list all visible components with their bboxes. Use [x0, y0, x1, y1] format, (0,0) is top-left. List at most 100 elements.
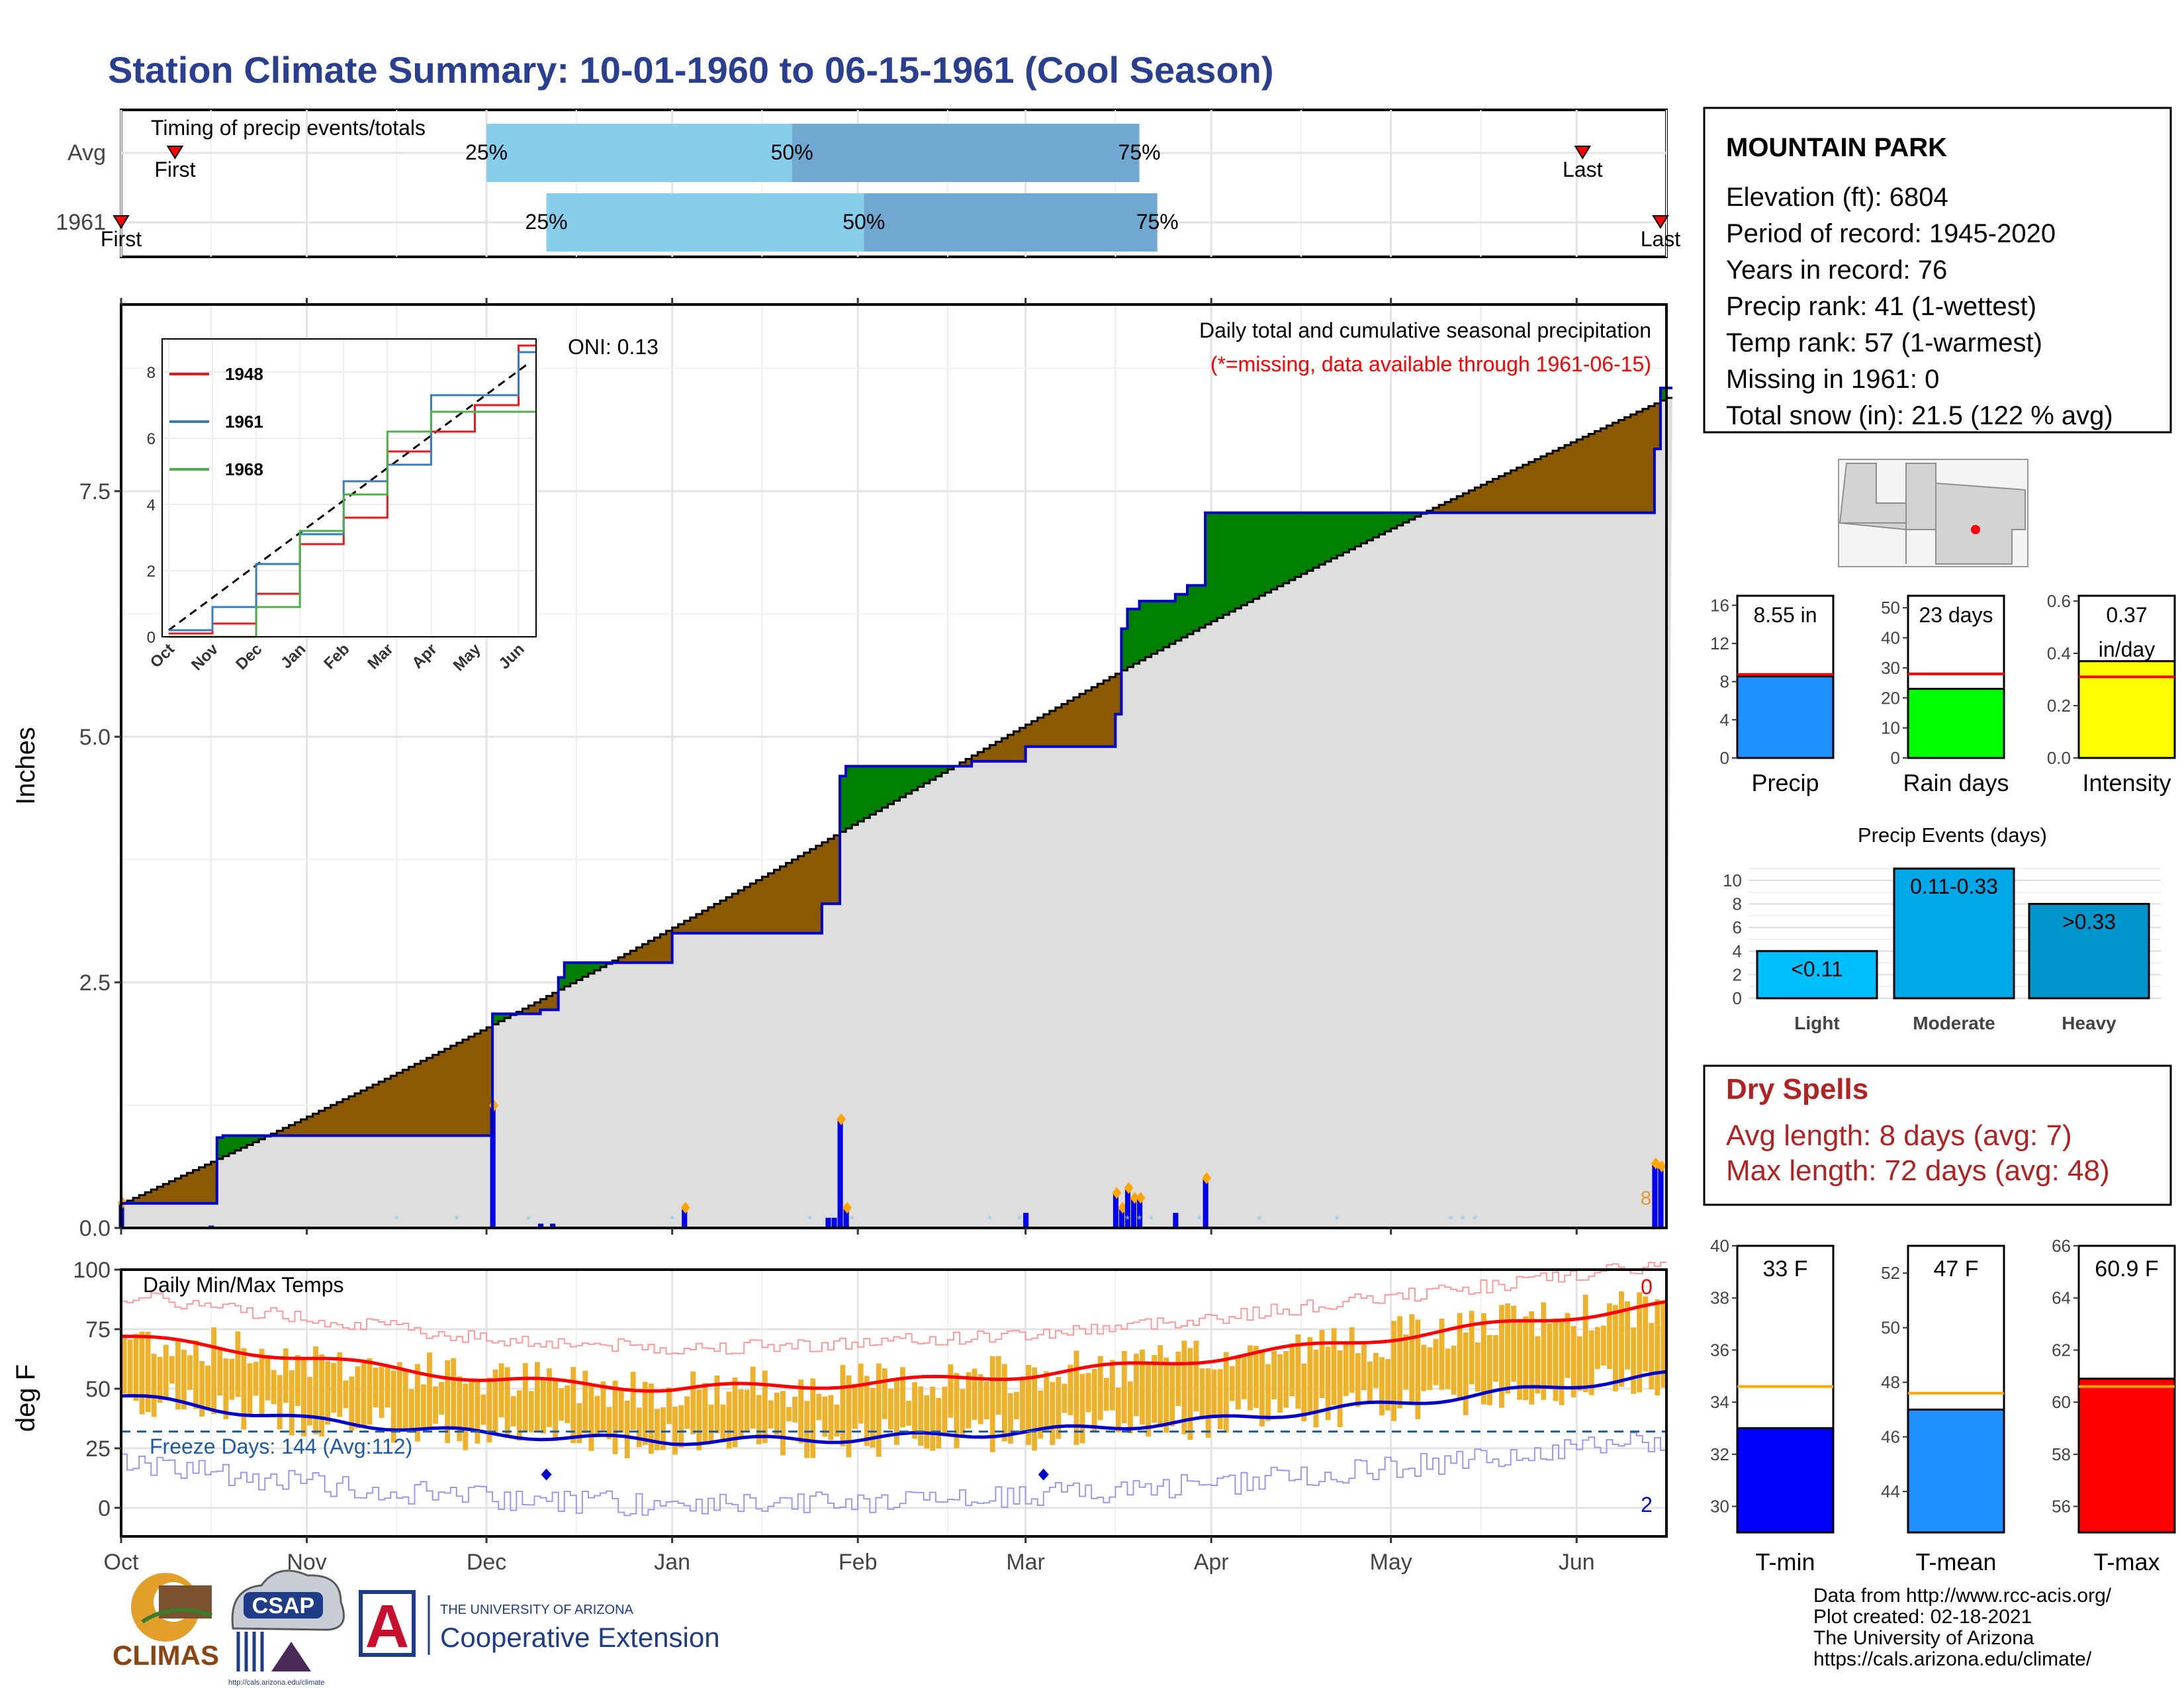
- daily-temp-bar: [1505, 1303, 1510, 1394]
- daily-temp-bar: [690, 1371, 696, 1434]
- event-category-label: Moderate: [1913, 1013, 1995, 1033]
- daily-temp-bar: [1637, 1292, 1643, 1393]
- deficit-area: [678, 924, 685, 933]
- daily-temp-bar: [1535, 1336, 1541, 1393]
- footer-line: Data from http://www.rcc-acis.org/: [1813, 1585, 2112, 1607]
- daily-temp-bar: [475, 1382, 480, 1444]
- surplus-area: [1133, 609, 1140, 664]
- daily-temp-bar: [547, 1368, 552, 1427]
- daily-temp-bar: [995, 1356, 1001, 1415]
- deficit-area: [432, 1055, 439, 1136]
- surplus-area: [222, 1135, 230, 1156]
- daily-temp-bar: [139, 1331, 145, 1415]
- daily-temp-bar: [307, 1376, 312, 1426]
- surplus-area: [1247, 512, 1254, 602]
- surplus-area: [594, 962, 601, 970]
- deficit-area: [157, 1186, 163, 1203]
- deficit-area: [187, 1172, 194, 1203]
- surplus-area: [600, 962, 607, 967]
- daily-temp-bar: [582, 1370, 588, 1434]
- trace-marker: *: [1137, 1213, 1142, 1227]
- daily-temp-bar: [145, 1331, 151, 1413]
- record-high-line: [121, 1261, 1666, 1355]
- surplus-area: [1402, 512, 1410, 523]
- daily-temp-bar: [1091, 1368, 1097, 1432]
- deficit-area: [1546, 453, 1553, 513]
- daily-temp-bar: [361, 1363, 367, 1427]
- daily-temp-bar: [283, 1348, 289, 1403]
- deficit-area: [1025, 724, 1032, 747]
- y-tick-label: 5.0: [79, 725, 111, 750]
- daily-temp-bar: [942, 1386, 948, 1435]
- record-low-line: [121, 1432, 1666, 1517]
- daily-temp-bar: [900, 1367, 905, 1428]
- temp-bar-T-max: [2077, 1378, 2176, 1534]
- y-tick-label: 46: [1881, 1427, 1900, 1447]
- daily-temp-bar: [1020, 1376, 1025, 1431]
- daily-temp-bar: [1295, 1334, 1301, 1409]
- daily-precip-bar: [1658, 1166, 1664, 1229]
- climas-logo: CLIMAS: [113, 1573, 219, 1671]
- temp-bar-value: 47 F: [1933, 1256, 1978, 1282]
- deficit-area: [696, 914, 703, 933]
- deficit-area: [1600, 428, 1608, 513]
- daily-temp-bar: [1140, 1349, 1145, 1425]
- timing-label: Timing of precip events/totals: [151, 116, 426, 140]
- daily-temp-bar: [768, 1400, 774, 1429]
- daily-temp-bar: [1337, 1350, 1343, 1427]
- deficit-area: [444, 1049, 451, 1136]
- daily-temp-bar: [463, 1383, 469, 1450]
- surplus-area: [1157, 601, 1164, 651]
- deficit-area: [1594, 431, 1602, 513]
- station-name: MOUNTAIN PARK: [1726, 133, 1947, 162]
- daily-temp-bar: [1235, 1356, 1241, 1410]
- daily-temp-bar: [1068, 1364, 1073, 1415]
- y-tick-label: 0.0: [79, 1216, 111, 1241]
- deficit-area: [684, 921, 691, 933]
- deficit-area: [803, 853, 811, 933]
- temp-ylabel: deg F: [11, 1364, 40, 1432]
- daily-temp-bar: [708, 1404, 714, 1441]
- trace-marker: *: [526, 1213, 531, 1227]
- deficit-area: [989, 745, 996, 762]
- daily-temp-bar: [433, 1386, 438, 1424]
- daily-temp-bar: [457, 1376, 463, 1442]
- daily-temp-bar: [1163, 1357, 1169, 1433]
- temp-bar-label: T-max: [2093, 1548, 2160, 1575]
- inset-y-tick-label: 2: [147, 563, 156, 581]
- daily-temp-bar: [313, 1346, 318, 1434]
- event-category-label: Light: [1794, 1013, 1839, 1033]
- precip-events-chart: Precip Events (days) <0.11 Light 0.11-0.33…: [1723, 823, 2161, 1033]
- daily-temp-bar: [1026, 1364, 1031, 1445]
- daily-temp-bar: [732, 1377, 738, 1448]
- daily-temp-bar: [1547, 1323, 1553, 1387]
- timing-pct-label: 25%: [465, 140, 508, 164]
- daily-temp-bar: [127, 1339, 133, 1397]
- daily-temp-bar: [864, 1376, 870, 1446]
- trace-marker: *: [1017, 1213, 1022, 1227]
- trace-marker: *: [394, 1213, 399, 1227]
- daily-temp-bar: [259, 1348, 265, 1417]
- daily-precip-marker: [1118, 1201, 1128, 1214]
- y-tick-label: 50: [85, 1377, 111, 1402]
- temp-bar-value: 60.9 F: [2095, 1256, 2158, 1282]
- deficit-area: [833, 835, 841, 904]
- deficit-area: [1031, 721, 1038, 747]
- daily-temp-bar: [846, 1375, 852, 1458]
- surplus-area: [1271, 512, 1278, 590]
- daily-temp-bar: [1480, 1313, 1486, 1405]
- deficit-area: [306, 1116, 314, 1136]
- deficit-area: [690, 917, 697, 933]
- surplus-area: [1373, 512, 1380, 538]
- y-tick-label: 12: [1710, 633, 1729, 653]
- ua-letter: A: [365, 1593, 409, 1660]
- daily-temp-bar: [1014, 1391, 1019, 1420]
- station-info-line: Elevation (ft): 6804: [1726, 183, 1948, 212]
- surplus-area: [1121, 628, 1128, 671]
- daily-temp-bar: [1253, 1346, 1259, 1408]
- precip-note: Daily total and cumulative seasonal prec…: [1199, 318, 1651, 342]
- deficit-area: [774, 870, 781, 933]
- daily-temp-bar: [966, 1372, 972, 1429]
- event-bar-label: >0.33: [2062, 910, 2116, 934]
- legend-label: 1968: [225, 459, 263, 479]
